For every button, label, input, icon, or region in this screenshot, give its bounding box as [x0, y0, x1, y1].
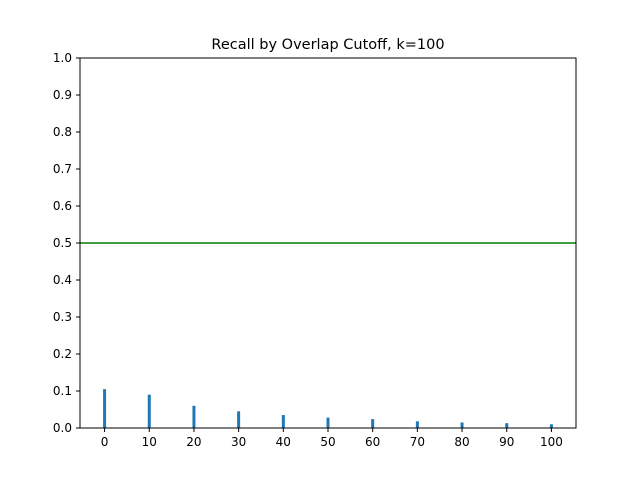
- bar-60: [371, 419, 375, 428]
- bar-100: [549, 424, 553, 428]
- x-tick-label: 50: [320, 435, 335, 449]
- bar-0: [103, 389, 107, 428]
- x-tick-label: 60: [365, 435, 380, 449]
- y-tick-label: 0.8: [53, 125, 72, 139]
- y-tick-label: 0.7: [53, 162, 72, 176]
- bar-10: [147, 394, 151, 428]
- y-tick-label: 1.0: [53, 51, 72, 65]
- y-axis: 0.0 0.1 0.2 0.3 0.4 0.5 0.6 0.7 0.8 0.9 1.0: [53, 51, 80, 435]
- x-tick-label: 40: [276, 435, 291, 449]
- y-tick-label: 0.1: [53, 384, 72, 398]
- y-tick-label: 0.6: [53, 199, 72, 213]
- bar-30: [237, 411, 241, 428]
- x-tick-label: 80: [454, 435, 469, 449]
- bar-70: [415, 421, 419, 428]
- x-tick-label: 30: [231, 435, 246, 449]
- x-tick-label: 70: [410, 435, 425, 449]
- bar-50: [326, 417, 330, 428]
- bar-40: [281, 415, 285, 428]
- bar-80: [460, 422, 464, 428]
- bars-group: [103, 389, 553, 428]
- y-tick-label: 0.0: [53, 421, 72, 435]
- y-tick-label: 0.3: [53, 310, 72, 324]
- x-tick-label: 100: [540, 435, 563, 449]
- x-tick-label: 10: [142, 435, 157, 449]
- y-tick-label: 0.2: [53, 347, 72, 361]
- y-tick-label: 0.9: [53, 88, 72, 102]
- y-tick-label: 0.5: [53, 236, 72, 250]
- x-tick-label: 0: [101, 435, 109, 449]
- bar-90: [505, 423, 509, 428]
- bar-20: [192, 405, 196, 428]
- x-tick-label: 20: [186, 435, 201, 449]
- x-axis: 0 10 20 30 40 50 60 70 80 90 100: [101, 428, 563, 449]
- x-tick-label: 90: [499, 435, 514, 449]
- y-tick-label: 0.4: [53, 273, 72, 287]
- chart-title: Recall by Overlap Cutoff, k=100: [211, 37, 444, 53]
